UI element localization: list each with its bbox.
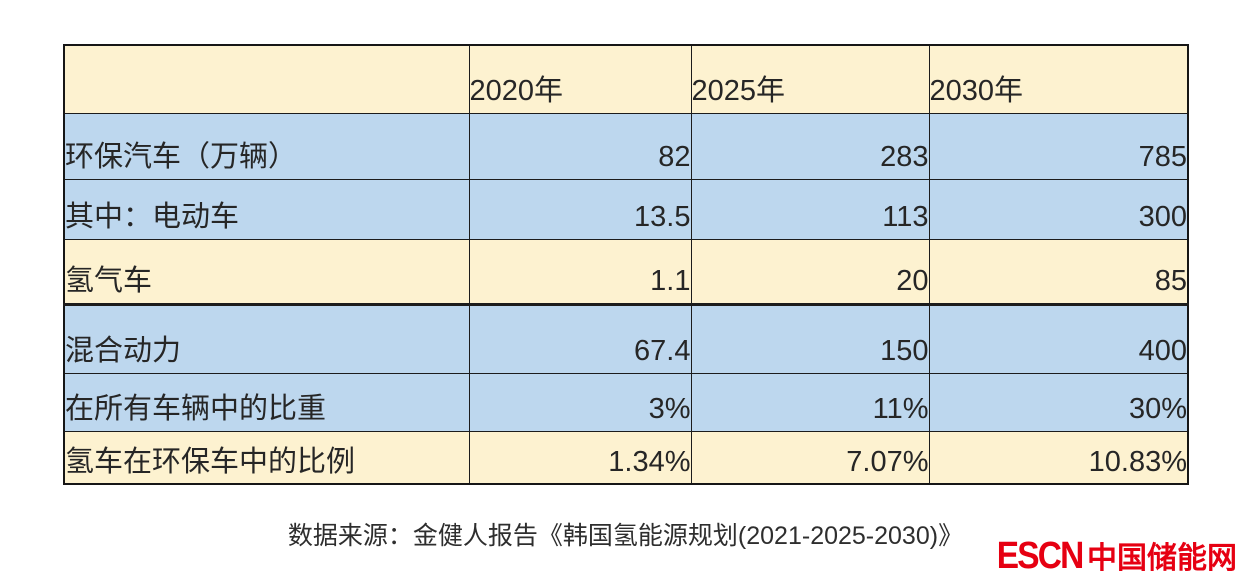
row-label-cell: 在所有车辆中的比重 bbox=[63, 372, 470, 432]
table-header-row: 2020年 2025年 2030年 bbox=[63, 44, 1189, 114]
escn-logo-latin: ESCN bbox=[997, 535, 1085, 577]
row-label-cell: 环保汽车（万辆） bbox=[63, 112, 470, 180]
table-row-hybrid: 混合动力 67.4 150 400 bbox=[63, 303, 1189, 374]
value-cell: 30% bbox=[928, 372, 1189, 432]
value-cell: 283 bbox=[690, 112, 930, 180]
table-row-hydrogen-share: 氢车在环保车中的比例 1.34% 7.07% 10.83% bbox=[63, 430, 1189, 485]
value-cell: 113 bbox=[690, 178, 930, 240]
value-cell: 11% bbox=[690, 372, 930, 432]
value-cell: 1.34% bbox=[468, 430, 692, 485]
value-cell: 10.83% bbox=[928, 430, 1189, 485]
row-label-cell: 混合动力 bbox=[63, 303, 470, 374]
row-label-cell: 其中：电动车 bbox=[63, 178, 470, 240]
value-cell: 13.5 bbox=[468, 178, 692, 240]
year-header-2030: 2030年 bbox=[928, 44, 1189, 114]
table-row-share-all-vehicles: 在所有车辆中的比重 3% 11% 30% bbox=[63, 372, 1189, 432]
value-cell: 150 bbox=[690, 303, 930, 374]
header-empty-cell bbox=[63, 44, 470, 114]
escn-logo-cjk: 中国储能网 bbox=[1087, 542, 1237, 575]
table-row-hydrogen: 氢气车 1.1 20 85 bbox=[63, 238, 1189, 306]
value-cell: 3% bbox=[468, 372, 692, 432]
value-cell: 785 bbox=[928, 112, 1189, 180]
row-label-cell: 氢车在环保车中的比例 bbox=[63, 430, 470, 485]
value-cell: 7.07% bbox=[690, 430, 930, 485]
row-label-cell: 氢气车 bbox=[63, 238, 470, 306]
table-row-eco-vehicles: 环保汽车（万辆） 82 283 785 bbox=[63, 112, 1189, 180]
value-cell: 1.1 bbox=[468, 238, 692, 306]
value-cell: 20 bbox=[690, 238, 930, 306]
value-cell: 82 bbox=[468, 112, 692, 180]
table-row-electric: 其中：电动车 13.5 113 300 bbox=[63, 178, 1189, 240]
vehicle-plan-table: 2020年 2025年 2030年 环保汽车（万辆） 82 283 785 其中… bbox=[63, 44, 1189, 485]
value-cell: 85 bbox=[928, 238, 1189, 306]
value-cell: 67.4 bbox=[468, 303, 692, 374]
year-header-2020: 2020年 bbox=[468, 44, 692, 114]
value-cell: 300 bbox=[928, 178, 1189, 240]
escn-logo: ESCN 中国储能网 bbox=[985, 533, 1237, 578]
data-source-caption: 数据来源：金健人报告《韩国氢能源规划(2021-2025-2030)》 bbox=[287, 522, 964, 550]
value-cell: 400 bbox=[928, 303, 1189, 374]
year-header-2025: 2025年 bbox=[690, 44, 930, 114]
